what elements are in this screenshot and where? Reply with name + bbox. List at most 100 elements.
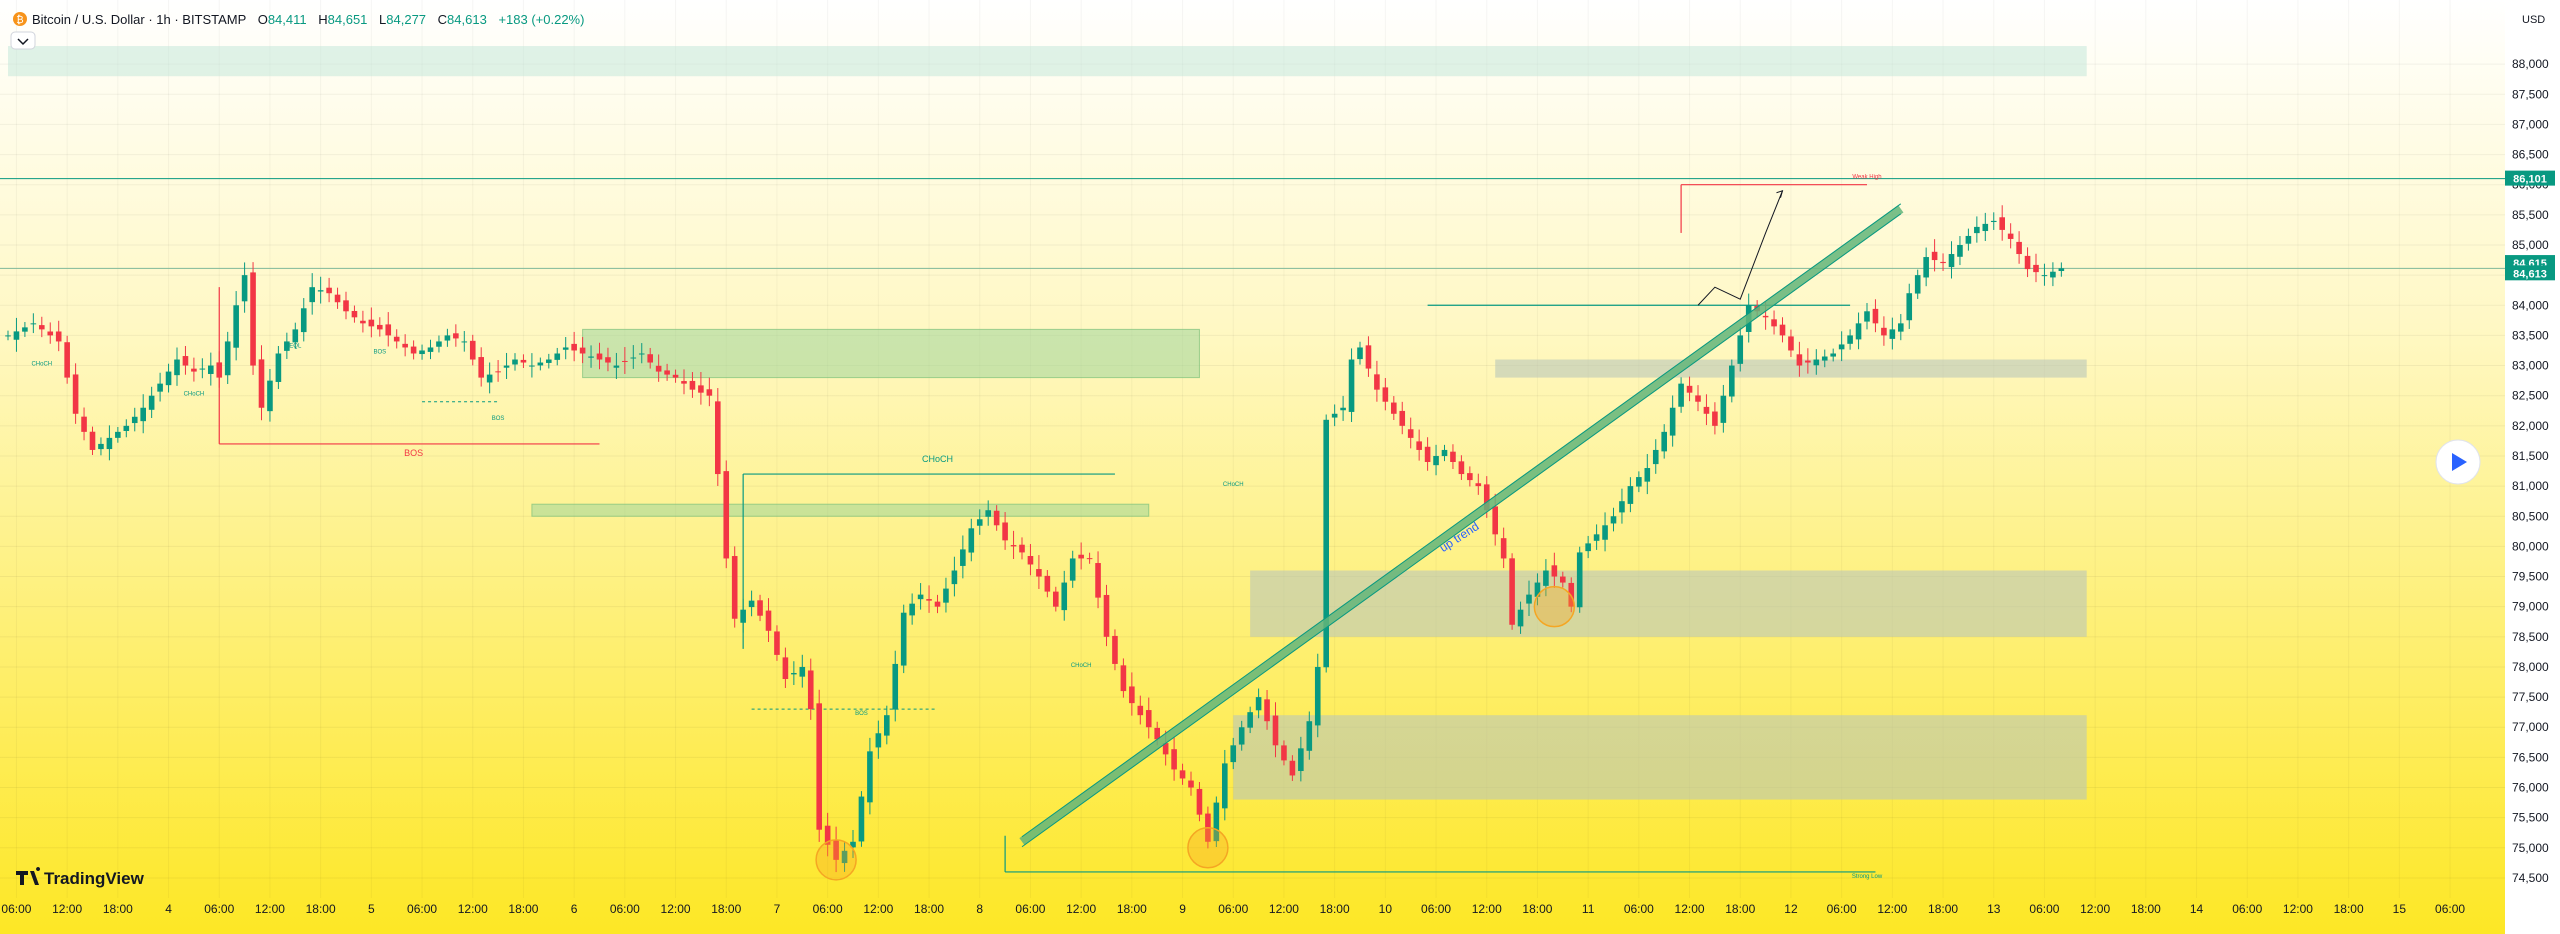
x-tick-label: 18:00 [711, 902, 741, 916]
candle-body [816, 703, 822, 830]
candle-body [1762, 315, 1769, 318]
candle-body [867, 751, 873, 803]
svg-text:Bitcoin / U.S. Dollar · 1h · B[interactable]: Bitcoin / U.S. Dollar · 1h · BITSTAMP O8… [32, 12, 584, 27]
candle-body [284, 341, 290, 351]
candle-body [1467, 473, 1473, 481]
open-value: 84,411 [268, 12, 307, 27]
candle-body [2033, 264, 2039, 273]
x-tick-label: 06:00 [1421, 902, 1451, 916]
y-tick-label: 85,000 [2512, 238, 2549, 252]
candle-body [723, 471, 730, 559]
x-tick-label: 4 [165, 902, 172, 916]
candle-body [537, 362, 544, 366]
collapse-button[interactable] [10, 31, 36, 50]
candle-body [1348, 359, 1355, 412]
candle-body [1602, 525, 1608, 540]
candle-body [486, 374, 493, 383]
uptrend-edge-bottom [1021, 213, 1902, 848]
candle-body [495, 371, 501, 373]
candle-body [1796, 354, 1803, 366]
y-tick-label: 87,000 [2512, 117, 2549, 131]
candle-body [1593, 534, 1600, 541]
candle-body [1036, 569, 1042, 577]
low-value: 84,277 [386, 12, 426, 27]
candle-body [393, 336, 400, 342]
candle-body [1999, 217, 2005, 230]
candle-body [1475, 483, 1482, 487]
y-tick-label: 88,000 [2512, 57, 2549, 71]
candle-body [672, 374, 679, 378]
candle-body [55, 331, 62, 342]
y-tick-label: 79,000 [2512, 600, 2549, 614]
candle-body [1965, 235, 1972, 244]
candle-body [1281, 745, 1287, 761]
candle-body [1458, 461, 1465, 475]
candle-body [655, 365, 662, 372]
annotation-label: CHoCH [31, 362, 52, 368]
swing-circle [815, 839, 857, 881]
candle-body [622, 360, 628, 362]
candle-body [1433, 455, 1439, 466]
candle-body [1095, 563, 1101, 598]
candle-body [1990, 220, 1997, 223]
annotation-label: CHoCH [1223, 482, 1244, 488]
candle-body [1154, 727, 1160, 740]
currency-label[interactable]: USD [2522, 14, 2545, 26]
projection-path [1697, 190, 1783, 306]
candle-body [1129, 686, 1135, 704]
x-tick-label: 06:00 [2029, 902, 2059, 916]
candle-body [1830, 353, 1836, 357]
candle-body [1805, 360, 1811, 363]
tradingview-logo[interactable]: TradingView [16, 867, 145, 888]
candle-body [1509, 558, 1515, 625]
candle-body [884, 715, 890, 736]
candle-body [1898, 323, 1904, 332]
candle-body [2007, 233, 2014, 239]
x-tick-label: 06:00 [407, 902, 437, 916]
candle-body [1576, 552, 1583, 608]
candle-body [1230, 745, 1237, 763]
candle-body [1120, 665, 1127, 692]
candle-body [1027, 556, 1034, 565]
candle-body [2058, 268, 2065, 272]
y-tick-label: 86,500 [2512, 148, 2549, 162]
x-tick-label: 18:00 [1928, 902, 1958, 916]
candle-body [64, 342, 70, 378]
candle-body [571, 343, 577, 351]
candle-body [98, 443, 104, 450]
x-tick-label: 12 [1784, 902, 1798, 916]
candle-body [208, 365, 214, 374]
bitcoin-icon-glyph: ₿ [16, 14, 23, 26]
candle-body [2024, 255, 2031, 270]
candle-body [250, 272, 256, 366]
candle-body [1424, 446, 1431, 462]
candle-body [427, 347, 434, 352]
bitcoin-icon [13, 12, 27, 26]
candle-body [182, 356, 189, 366]
x-tick-label: 18:00 [1522, 902, 1552, 916]
x-tick-label: 12:00 [1472, 902, 1502, 916]
candle-body [529, 365, 535, 367]
price-badge-label: 86,101 [2513, 174, 2547, 186]
high-value: 84,651 [328, 12, 368, 27]
annotation-label: BOS [373, 349, 386, 355]
swing-circle [1187, 827, 1229, 869]
candle-body [892, 663, 899, 710]
candle-body [1543, 570, 1549, 586]
candle-body [326, 287, 332, 294]
candle-body [596, 353, 603, 360]
candle-body [579, 347, 586, 354]
candle-body [799, 666, 806, 677]
demand-zone-3 [1495, 359, 2087, 378]
candle-body [1196, 788, 1203, 815]
candle-body [1855, 323, 1862, 340]
candle-body [233, 305, 239, 348]
tradingview-logo-text: TradingView [44, 869, 145, 888]
candle-body [740, 609, 746, 623]
candle-body [351, 310, 358, 318]
candle-body [1078, 554, 1084, 559]
x-tick-label: 13 [1987, 902, 2001, 916]
x-tick-label: 06:00 [1218, 902, 1248, 916]
play-icon [2452, 453, 2467, 471]
x-tick-label: 9 [1179, 902, 1186, 916]
